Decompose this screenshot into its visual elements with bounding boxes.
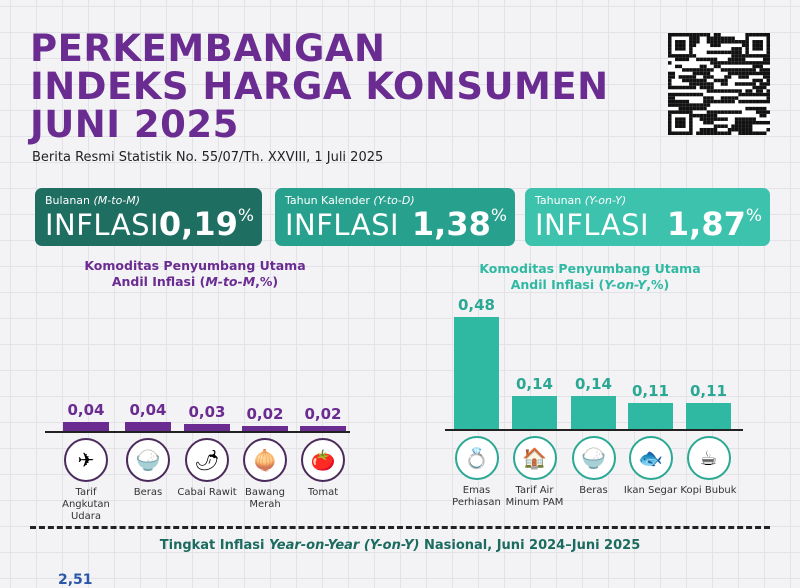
bar — [63, 421, 109, 431]
qr-code[interactable] — [668, 33, 770, 135]
bar — [628, 403, 673, 429]
t: Nasional, Juni 2024–Juni 2025 — [419, 538, 641, 553]
bar-value-label: 0,14 — [515, 375, 553, 394]
bar — [512, 396, 557, 429]
bar-value-label: 0,48 — [457, 296, 495, 315]
chart-baseline — [45, 431, 350, 433]
category-label: Bawang Merah — [245, 487, 285, 510]
category-label: Kopi Bubuk — [680, 485, 737, 496]
airplane-icon: ✈ — [64, 438, 108, 482]
bar — [125, 421, 171, 431]
category-label: Emas Perhiasan — [452, 485, 501, 508]
category-label: Ikan Segar — [623, 485, 678, 496]
bar — [242, 426, 288, 431]
card-word: INFLASI — [535, 208, 650, 242]
chart-baseline — [445, 429, 743, 431]
rice-icon: 🍚 — [571, 436, 616, 480]
inflation-card: Tahun Kalender (Y-to-D) INFLASI 1,38% — [275, 188, 515, 246]
category-label: Cabai Rawit — [177, 487, 237, 498]
card-value: 1,87% — [666, 205, 762, 243]
subtitle: Berita Resmi Statistik No. 55/07/Th. XXV… — [32, 150, 384, 165]
tomato-icon: 🍅 — [301, 438, 345, 482]
coffee-icon: ☕ — [686, 436, 731, 480]
category-label: Tarif Air Minum PAM — [505, 485, 564, 508]
bar — [454, 317, 499, 429]
bar-value-label: 0,14 — [574, 375, 612, 394]
inflation-card: Bulanan (M-to-M) INFLASI 0,19% — [35, 188, 262, 246]
bar-value-label: 0,03 — [188, 403, 226, 421]
title-line: JUNI 2025 — [30, 103, 239, 146]
bar-value-label: 0,02 — [246, 405, 284, 423]
title-line: INDEKS HARGA KONSUMEN — [30, 65, 609, 108]
bar-value-label: 0,11 — [631, 382, 669, 401]
rice-icon: 🍚 — [126, 438, 170, 482]
chili-icon: 🌶 — [185, 438, 229, 482]
category-label: Tarif Angkutan Udara — [62, 487, 110, 522]
bar-value-label: 0,11 — [689, 382, 727, 401]
partial-value: 2,51 — [58, 572, 93, 588]
card-word: INFLASI — [285, 208, 400, 242]
t: Year-on-Year (Y-on-Y) — [269, 538, 420, 553]
fish-icon: 🐟 — [628, 436, 673, 480]
card-label: Tahunan (Y-on-Y) — [535, 194, 627, 207]
divider — [30, 526, 770, 529]
card-word: INFLASI — [45, 208, 160, 242]
gold-jewelry-icon: 💍 — [454, 436, 499, 480]
card-value: 1,38% — [411, 205, 507, 243]
card-label: Tahun Kalender (Y-to-D) — [285, 194, 415, 207]
shallot-icon: 🧅 — [243, 438, 287, 482]
bar — [571, 396, 616, 429]
bar-value-label: 0,04 — [129, 400, 167, 419]
bar-value-label: 0,02 — [304, 405, 342, 423]
section-title: Tingkat Inflasi Year-on-Year (Y-on-Y) Na… — [0, 538, 800, 553]
t: Tingkat Inflasi — [159, 538, 270, 553]
category-label: Beras — [579, 485, 608, 496]
category-label: Beras — [133, 487, 163, 498]
bar — [686, 403, 731, 429]
chart-title: Komoditas Penyumbang Utama Andil Inflasi … — [84, 258, 306, 289]
page-title: PERKEMBANGAN INDEKS HARGA KONSUMEN JUNI … — [30, 30, 609, 144]
bar-value-label: 0,04 — [67, 400, 105, 419]
card-label: Bulanan (M-to-M) — [45, 194, 141, 207]
category-label: Tomat — [307, 487, 339, 498]
bar — [184, 424, 230, 431]
water-tariff-icon: 🏠 — [512, 436, 557, 480]
chart-title: Komoditas Penyumbang Utama Andil Inflasi … — [479, 261, 701, 292]
inflation-card: Tahunan (Y-on-Y) INFLASI 1,87% — [525, 188, 770, 246]
card-value: 0,19% — [158, 205, 254, 243]
bar — [300, 426, 346, 431]
title-line: PERKEMBANGAN — [30, 27, 386, 70]
